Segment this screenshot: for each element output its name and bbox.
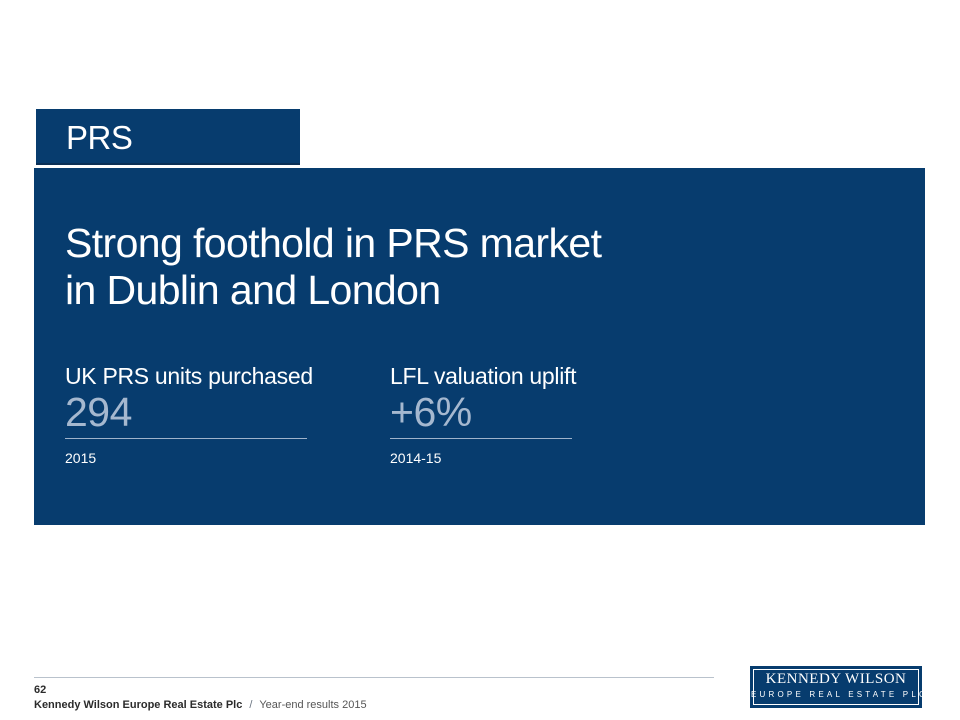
stat-lfl-valuation-uplift: LFL valuation uplift +6% 2014-15: [390, 362, 577, 466]
section-tab-label: PRS: [66, 119, 133, 156]
stat-period: 2015: [65, 450, 97, 466]
hero-panel: Strong foothold in PRS market in Dublin …: [34, 168, 925, 525]
headline-line-2: in Dublin and London: [65, 267, 441, 313]
stat-divider: [390, 438, 572, 439]
page-number: 62: [34, 684, 47, 696]
kennedy-wilson-logo: KENNEDY WILSON EUROPE REAL ESTATE PLC: [750, 666, 928, 708]
headline: Strong foothold in PRS market in Dublin …: [65, 220, 765, 314]
logo-wordmark: KENNEDY WILSON: [765, 671, 907, 687]
stat-value: +6%: [390, 389, 472, 435]
section-tab: PRS: [36, 109, 300, 165]
stat-label: LFL valuation uplift: [390, 363, 577, 389]
stat-divider: [65, 438, 307, 439]
stat-value: 294: [65, 389, 132, 435]
stat-label: UK PRS units purchased: [65, 363, 313, 389]
stat-period: 2014-15: [390, 450, 442, 466]
footer-document-title: Year-end results 2015: [259, 699, 367, 711]
headline-line-1: Strong foothold in PRS market: [65, 220, 602, 266]
footer-separator: /: [249, 699, 253, 711]
logo-frame: [753, 669, 919, 705]
footer-divider: [34, 677, 714, 678]
footer-caption: Kennedy Wilson Europe Real Estate Plc / …: [34, 699, 367, 711]
logo-subtitle: EUROPE REAL ESTATE PLC: [751, 690, 928, 699]
stat-uk-prs-units: UK PRS units purchased 294 2015: [65, 362, 313, 466]
footer-company: Kennedy Wilson Europe Real Estate Plc: [34, 699, 243, 711]
